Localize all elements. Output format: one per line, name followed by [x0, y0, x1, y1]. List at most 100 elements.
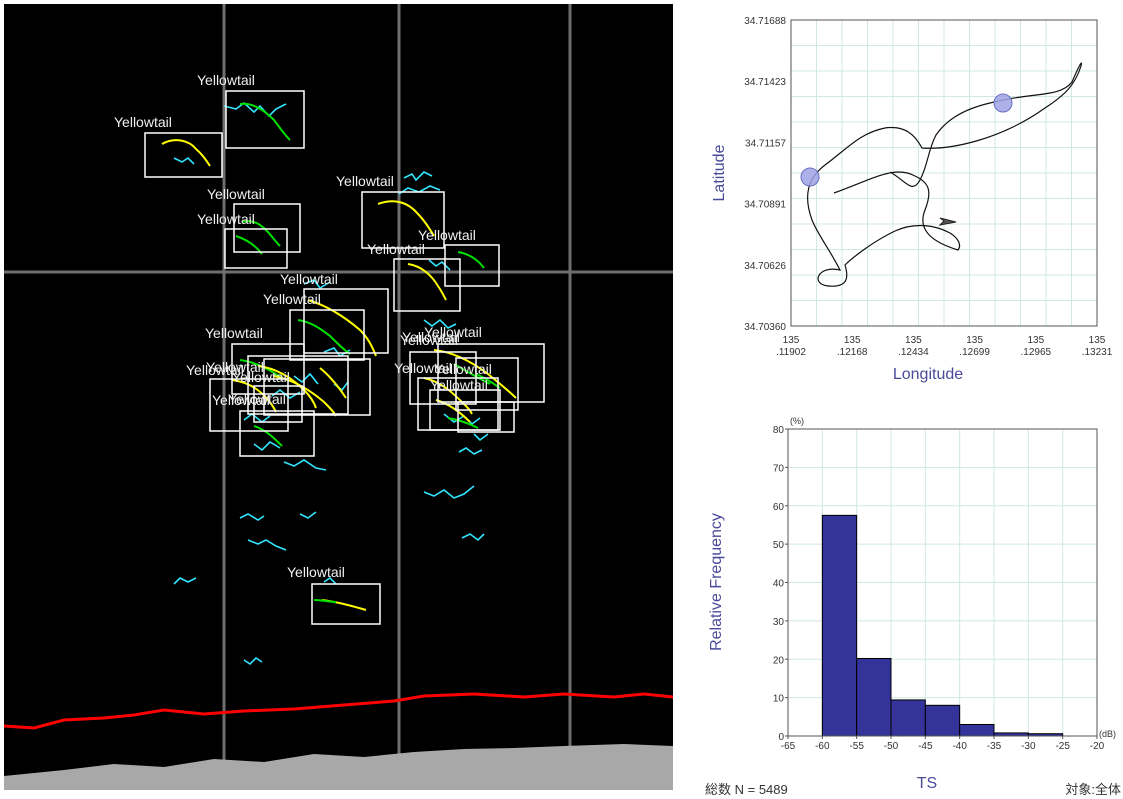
- target-bounding-box: [429, 389, 501, 431]
- track-map-panel[interactable]: 34.71688 34.71423 34.71157 34.70891 34.70626…: [700, 0, 1123, 400]
- histogram-x-axis-label: TS: [917, 775, 937, 792]
- cyan-echo-trace: [461, 533, 485, 542]
- green-fish-track: [457, 251, 485, 269]
- target-bounding-box: [263, 358, 371, 416]
- target-bounding-box: [224, 228, 288, 269]
- target-bounding-box: [225, 90, 305, 149]
- fish-species-label: Yellowtail: [336, 173, 394, 189]
- yellow-fish-track: [307, 299, 377, 357]
- histogram-x-tick-label: -20: [1090, 741, 1105, 752]
- green-fish-track: [253, 425, 283, 447]
- histogram-x-tick-labels: -65 -60 -55 -50 -45 -40 -35 -30 -25 -20: [781, 736, 1105, 752]
- yellow-fish-track: [377, 200, 435, 237]
- map-y-tick-label: 34.70360: [744, 322, 786, 333]
- histogram-y-tick-label: 40: [773, 579, 785, 590]
- target-bounding-box: [231, 343, 305, 395]
- fish-species-label: Yellowtail: [197, 72, 255, 88]
- cyan-echo-trace: [428, 259, 451, 271]
- histogram-x-tick-label: -55: [849, 741, 864, 752]
- map-x-tick-label: 135: [966, 335, 983, 346]
- histogram-bar: [856, 657, 892, 737]
- green-fish-track: [313, 599, 337, 603]
- fish-species-label: Yellowtail: [418, 227, 476, 243]
- target-bounding-box: [239, 410, 315, 457]
- fish-species-label: Yellowtail: [430, 377, 488, 393]
- total-count-label: 総数 N = 5489: [705, 782, 788, 797]
- target-bounding-box: [289, 309, 365, 361]
- target-bounding-box: [311, 583, 381, 625]
- yellow-fish-track: [407, 263, 447, 301]
- map-y-tick-label: 34.70626: [744, 261, 786, 272]
- fish-species-label: Yellowtail: [400, 332, 458, 348]
- target-bounding-box: [144, 132, 223, 178]
- yellow-fish-track: [319, 367, 347, 399]
- fish-species-label: Yellowtail: [287, 564, 345, 580]
- cyan-echo-trace: [173, 156, 195, 165]
- histogram-y-tick-label: 60: [773, 502, 785, 513]
- green-fish-track: [297, 319, 351, 355]
- histogram-x-tick-label: -35: [987, 741, 1002, 752]
- yellow-fish-track: [433, 349, 517, 399]
- target-bounding-box: [303, 288, 389, 354]
- target-bounding-box: [253, 385, 303, 423]
- histogram-y-axis-label: Relative Frequency: [708, 513, 725, 651]
- fish-species-label: Yellowtail: [280, 271, 338, 287]
- fish-species-label: Yellowtail: [114, 114, 172, 130]
- green-fish-track: [453, 363, 491, 385]
- map-x-tick-label: 135: [844, 335, 861, 346]
- map-x-axis-label: Longitude: [893, 366, 963, 383]
- track-map: 34.71688 34.71423 34.71157 34.70891 34.70626…: [711, 16, 1113, 383]
- fish-species-label: Yellowtail: [367, 241, 425, 257]
- map-x-tick-label: .12699: [959, 347, 990, 358]
- map-frame: [790, 19, 1098, 327]
- fish-species-label: Yellowtail: [206, 359, 264, 375]
- cyan-echo-trace: [423, 318, 457, 329]
- map-x-tick-label: 135: [783, 335, 800, 346]
- map-x-tick-label: 135: [1089, 335, 1106, 346]
- vessel-icon[interactable]: [938, 217, 957, 226]
- fish-species-label: Yellowtail: [394, 360, 452, 376]
- target-bounding-box: [209, 378, 289, 432]
- histogram-y-tick-label: 30: [773, 617, 785, 628]
- histogram-y-tick-label: 20: [773, 655, 785, 666]
- histogram-bar: [959, 723, 995, 737]
- cyan-echo-trace: [403, 171, 433, 182]
- histogram-y-tick-label: 80: [773, 425, 785, 436]
- histogram-bar: [821, 514, 858, 737]
- histogram-bar: [890, 699, 926, 737]
- cyan-echo-trace: [239, 513, 265, 521]
- fish-species-label: Yellowtail: [232, 369, 290, 385]
- histogram-y-tick-labels: 0 10 20 30 40 50 60 70 80: [773, 425, 788, 743]
- histogram-y-tick-label: 50: [773, 540, 785, 551]
- echogram-panel[interactable]: Yellowtail Yellowtail Yellowtail Yellowtail…: [4, 4, 673, 790]
- green-fish-track: [241, 220, 281, 247]
- fish-species-label: Yellowtail: [424, 324, 482, 340]
- map-x-tick-label: .12168: [837, 347, 868, 358]
- map-y-tick-label: 34.71157: [745, 138, 786, 149]
- waypoint-marker[interactable]: [993, 93, 1013, 113]
- cyan-echo-trace: [173, 577, 197, 585]
- fish-species-label: Yellowtail: [186, 362, 244, 378]
- histogram-x-tick-label: -65: [781, 741, 796, 752]
- target-bounding-box: [455, 357, 519, 411]
- map-x-tick-label: .12965: [1021, 347, 1052, 358]
- target-bounding-box: [444, 244, 500, 287]
- green-fish-track: [239, 102, 291, 141]
- yellow-fish-track: [161, 139, 211, 167]
- cyan-echo-trace: [423, 485, 475, 499]
- cyan-echo-trace: [398, 185, 441, 195]
- cyan-echo-trace: [243, 656, 263, 666]
- histogram-x-tick-label: -50: [884, 741, 899, 752]
- cyan-echo-trace: [458, 447, 483, 455]
- fish-species-label: Yellowtail: [228, 391, 286, 407]
- target-bounding-box: [457, 401, 515, 433]
- cyan-echo-trace: [303, 279, 331, 290]
- map-y-tick-label: 34.71423: [744, 77, 786, 88]
- target-bounding-box: [247, 355, 349, 415]
- waypoint-marker[interactable]: [800, 167, 820, 187]
- ts-histogram-panel[interactable]: 0 10 20 30 40 50 60 70 80 -65 -60 -55 -50 -45 -40 -35-…: [700, 405, 1123, 797]
- cyan-echo-trace: [293, 372, 319, 385]
- histogram-x-tick-label: -25: [1055, 741, 1070, 752]
- histogram-y-tick-label: 0: [778, 732, 784, 743]
- histogram-y-unit: (%): [790, 416, 804, 426]
